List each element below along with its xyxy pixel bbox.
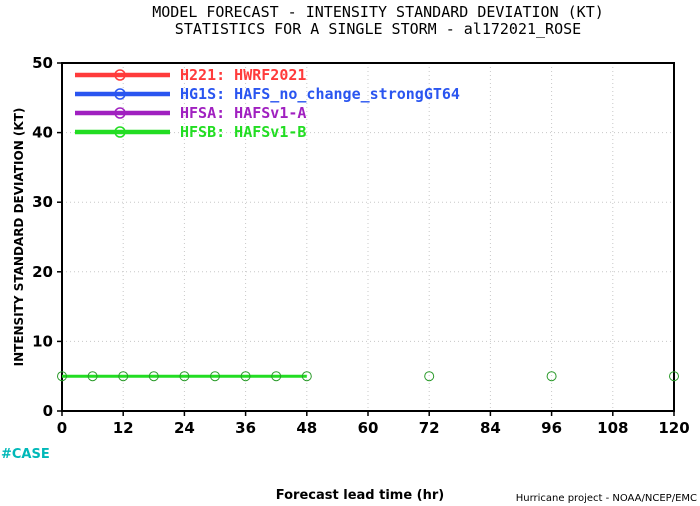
y-tick-label: 0	[43, 402, 53, 420]
y-tick-label: 10	[32, 332, 53, 350]
x-axis-label: Forecast lead time (hr)	[276, 488, 444, 503]
x-tick-label: 24	[174, 419, 195, 437]
x-tick-label: 72	[419, 419, 440, 437]
legend-label: HFSB: HAFSv1-B	[180, 123, 306, 141]
data-point	[210, 371, 220, 382]
legend-marker	[114, 69, 126, 81]
legend-label: HG1S: HAFS_no_change_strongGT64	[180, 85, 460, 103]
data-point	[271, 371, 282, 382]
legend-marker	[114, 107, 126, 119]
legend-marker	[114, 88, 126, 100]
data-point	[240, 371, 251, 382]
data-point	[57, 371, 67, 382]
chart-subtitle: STATISTICS FOR A SINGLE STORM - al172021…	[175, 20, 581, 38]
data-point	[179, 371, 190, 382]
x-tick-label: 120	[658, 419, 689, 437]
x-tick-label: 60	[358, 419, 379, 437]
x-tick-label: 108	[597, 419, 628, 437]
case-label: #CASE	[1, 447, 50, 462]
x-tick-label: 36	[235, 419, 256, 437]
x-tick-label: 96	[541, 419, 562, 437]
x-tick-label: 0	[57, 419, 67, 437]
legend-label: H221: HWRF2021	[180, 66, 306, 84]
x-tick-label: 48	[296, 419, 317, 437]
y-tick-label: 30	[32, 193, 53, 211]
legend-marker	[114, 126, 126, 138]
data-point	[118, 371, 129, 382]
legend-label: HFSA: HAFSv1-A	[180, 104, 306, 122]
case-marker	[546, 371, 557, 382]
case-marker	[424, 371, 435, 382]
credit-text: Hurricane project - NOAA/NCEP/EMC	[516, 493, 697, 504]
x-tick-label: 12	[113, 419, 134, 437]
y-tick-label: 20	[32, 263, 53, 281]
data-point	[148, 371, 159, 382]
x-tick-label: 84	[480, 419, 501, 437]
y-axis-label: INTENSITY STANDARD DEVIATION (KT)	[12, 108, 26, 367]
y-tick-label: 40	[32, 124, 53, 142]
axes: 0 12 24 36 48 60 72 84 96 108 120 0 10 20 30 40 50	[32, 54, 690, 437]
case-marker	[669, 371, 679, 382]
series-layer	[57, 371, 679, 382]
data-point	[301, 371, 312, 382]
chart-title: MODEL FORECAST - INTENSITY STANDARD DEVI…	[152, 3, 604, 21]
data-point	[87, 371, 98, 382]
y-tick-label: 50	[32, 54, 53, 72]
